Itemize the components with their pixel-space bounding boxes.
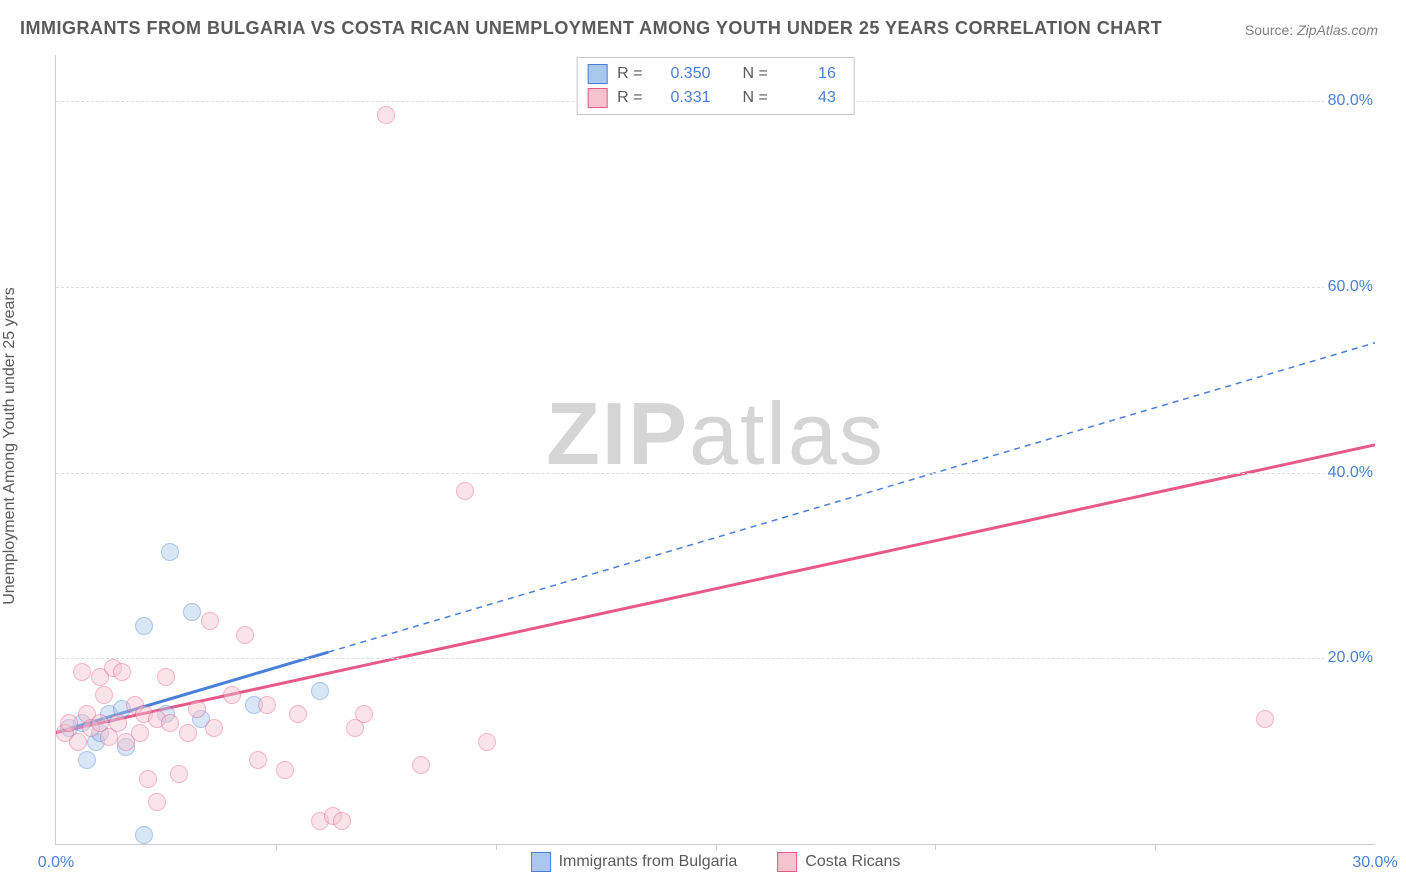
data-point <box>377 106 395 124</box>
r-label: R = <box>617 86 642 110</box>
data-point <box>73 663 91 681</box>
data-point <box>131 724 149 742</box>
data-point <box>183 603 201 621</box>
data-point <box>205 719 223 737</box>
data-point <box>258 696 276 714</box>
data-point <box>478 733 496 751</box>
data-point <box>135 826 153 844</box>
data-point <box>69 733 87 751</box>
data-point <box>148 793 166 811</box>
legend-label: Immigrants from Bulgaria <box>559 853 738 871</box>
y-tick-label: 40.0% <box>1324 464 1377 482</box>
data-point <box>157 668 175 686</box>
data-point <box>249 751 267 769</box>
data-point <box>333 812 351 830</box>
gridline <box>56 658 1375 659</box>
correlation-legend: R = 0.350 N = 16 R = 0.331 N = 43 <box>576 57 855 115</box>
x-tick-label: 0.0% <box>38 854 74 872</box>
watermark: ZIPatlas <box>546 383 885 485</box>
data-point <box>412 756 430 774</box>
source-attribution: Source: ZipAtlas.com <box>1245 22 1378 38</box>
plot-area: ZIPatlas R = 0.350 N = 16 R = 0.331 N = … <box>55 55 1375 845</box>
data-point <box>109 714 127 732</box>
n-value: 43 <box>778 86 836 110</box>
data-point <box>201 612 219 630</box>
legend-swatch-blue <box>587 64 607 84</box>
data-point <box>236 626 254 644</box>
x-tick-mark <box>1155 844 1156 850</box>
y-tick-label: 60.0% <box>1324 278 1377 296</box>
data-point <box>179 724 197 742</box>
n-label: N = <box>743 62 768 86</box>
data-point <box>223 686 241 704</box>
legend-item: Costa Ricans <box>777 852 900 872</box>
x-tick-mark <box>276 844 277 850</box>
legend-item: Immigrants from Bulgaria <box>531 852 738 872</box>
data-point <box>355 705 373 723</box>
legend-swatch-pink <box>777 852 797 872</box>
x-tick-mark <box>935 844 936 850</box>
data-point <box>289 705 307 723</box>
data-point <box>188 700 206 718</box>
data-point <box>161 714 179 732</box>
chart-svg <box>56 55 1375 844</box>
x-tick-mark <box>716 844 717 850</box>
gridline <box>56 473 1375 474</box>
watermark-light: atlas <box>689 384 885 483</box>
source-label: Source: <box>1245 22 1293 38</box>
gridline <box>56 287 1375 288</box>
data-point <box>95 686 113 704</box>
watermark-bold: ZIP <box>546 384 689 483</box>
data-point <box>135 617 153 635</box>
data-point <box>170 765 188 783</box>
legend-row: R = 0.350 N = 16 <box>587 62 836 86</box>
y-axis-label: Unemployment Among Youth under 25 years <box>1 287 19 605</box>
data-point <box>113 663 131 681</box>
n-label: N = <box>743 86 768 110</box>
data-point <box>311 682 329 700</box>
source-value: ZipAtlas.com <box>1297 22 1378 38</box>
legend-row: R = 0.331 N = 43 <box>587 86 836 110</box>
legend-swatch-pink <box>587 88 607 108</box>
legend-label: Costa Ricans <box>805 853 900 871</box>
y-tick-label: 20.0% <box>1324 649 1377 667</box>
data-point <box>161 543 179 561</box>
legend-swatch-blue <box>531 852 551 872</box>
series-legend: Immigrants from Bulgaria Costa Ricans <box>531 852 901 872</box>
data-point <box>78 751 96 769</box>
r-value: 0.331 <box>653 86 711 110</box>
n-value: 16 <box>778 62 836 86</box>
data-point <box>1256 710 1274 728</box>
r-value: 0.350 <box>653 62 711 86</box>
data-point <box>60 714 78 732</box>
data-point <box>456 482 474 500</box>
data-point <box>276 761 294 779</box>
x-tick-mark <box>496 844 497 850</box>
chart-title: IMMIGRANTS FROM BULGARIA VS COSTA RICAN … <box>20 18 1162 39</box>
y-tick-label: 80.0% <box>1324 92 1377 110</box>
data-point <box>139 770 157 788</box>
x-tick-label: 30.0% <box>1352 854 1397 872</box>
r-label: R = <box>617 62 642 86</box>
